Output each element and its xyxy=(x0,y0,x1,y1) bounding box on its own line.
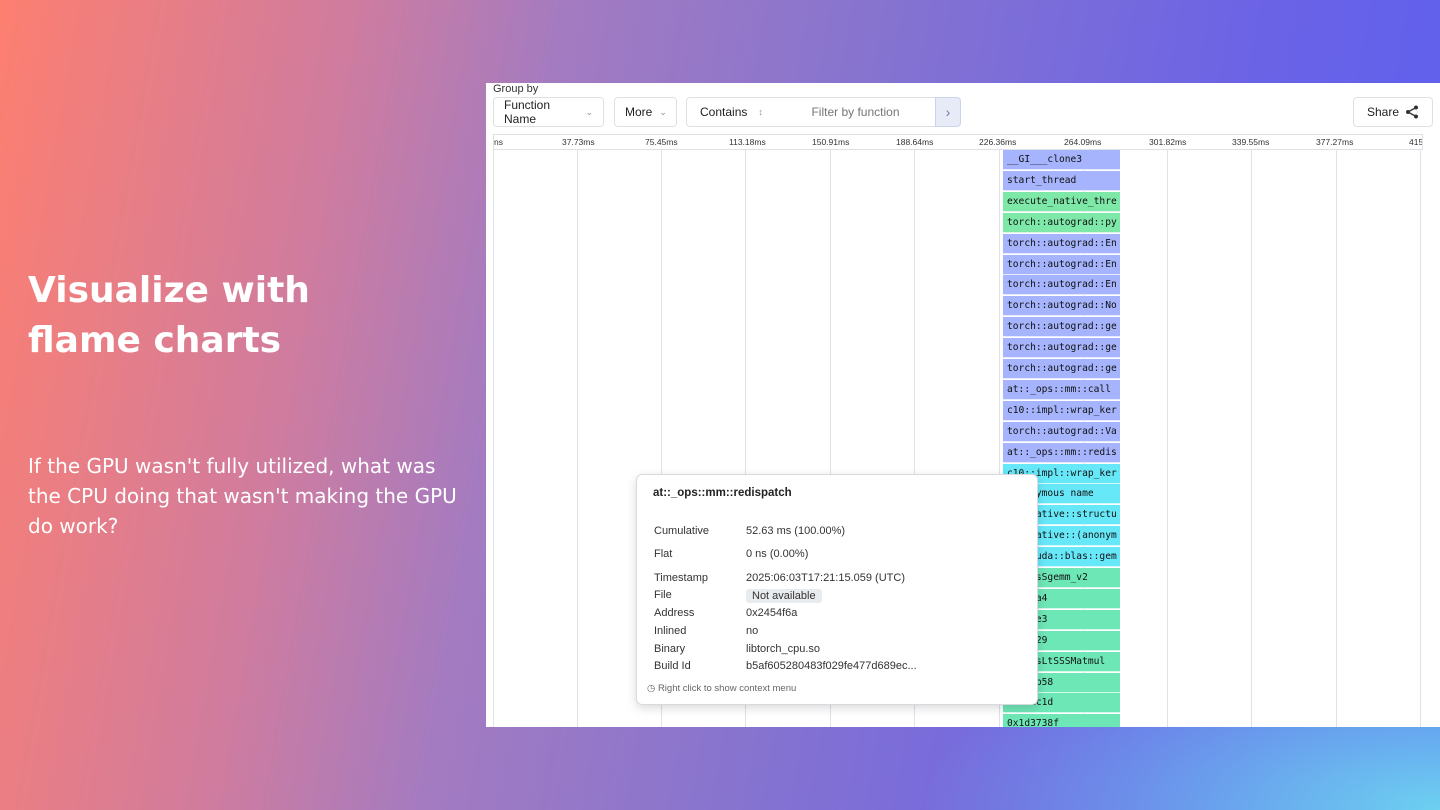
axis-tick-label: 150.91ms xyxy=(812,137,850,147)
more-label: More xyxy=(625,105,653,119)
tooltip-label: Binary xyxy=(654,643,686,655)
grid-line xyxy=(493,150,494,727)
grid-line xyxy=(1420,150,1421,727)
flame-frame[interactable]: at::_ops::mm::call xyxy=(1003,379,1120,400)
chevron-updown-icon: ↕ xyxy=(758,107,763,117)
grid-line xyxy=(1251,150,1252,727)
grid-line xyxy=(1167,150,1168,727)
flame-frame[interactable]: torch::autograd::ge xyxy=(1003,317,1120,338)
grid-line xyxy=(914,150,915,727)
chevron-right-icon: › xyxy=(945,104,951,120)
filter-submit-button[interactable]: › xyxy=(935,97,961,127)
mouse-icon: ◷ xyxy=(647,683,656,694)
share-label: Share xyxy=(1366,105,1400,119)
tooltip-value: libtorch_cpu.so xyxy=(746,643,820,655)
more-dropdown[interactable]: More ⌄ xyxy=(614,97,677,127)
grid-line xyxy=(830,150,831,727)
flame-frame[interactable]: __GI___clone3 xyxy=(1003,150,1120,170)
axis-tick-label: 264.09ms xyxy=(1064,137,1102,147)
tooltip-label: Inlined xyxy=(654,625,687,637)
tooltip-value: no xyxy=(746,625,759,637)
grid-line xyxy=(999,150,1000,727)
axis-tick-label: 188.64ms xyxy=(896,137,934,147)
chevron-down-icon: ⌄ xyxy=(659,106,667,117)
flame-frame[interactable]: torch::autograd::En xyxy=(1003,254,1120,275)
axis-tick-label: ns xyxy=(494,137,503,147)
tooltip-value: 2025:06:03T17:21:15.059 (UTC) xyxy=(746,572,905,584)
flame-frame[interactable]: c10::impl::wrap_ker xyxy=(1003,400,1120,421)
flame-frame[interactable]: execute_native_thre xyxy=(1003,191,1120,212)
tooltip-hint-text: Right click to show context menu xyxy=(657,683,797,694)
grid-line xyxy=(661,150,662,727)
tooltip-label: Address xyxy=(654,607,695,619)
hero-title: Visualize with flame charts xyxy=(28,266,448,366)
flame-frame[interactable]: torch::autograd::Va xyxy=(1003,421,1120,442)
grid-line xyxy=(577,150,578,727)
axis-tick-label: 415 xyxy=(1409,137,1423,147)
profiler-window: Group by Function Name ⌄ More ⌄ Contains… xyxy=(486,83,1440,727)
group-by-value: Function Name xyxy=(504,98,551,126)
hero-subtitle: If the GPU wasn't fully utilized, what w… xyxy=(28,454,457,538)
tooltip-value: 0x2454f6a xyxy=(746,607,798,619)
tooltip-label: Timestamp xyxy=(654,572,708,584)
tooltip-value: 52.63 ms (100.00%) xyxy=(746,525,846,537)
grid-line xyxy=(745,150,746,727)
axis-tick-label: 37.73ms xyxy=(562,137,595,147)
flame-frame[interactable]: start_thread xyxy=(1003,170,1120,191)
tooltip-hint: ◷ Right click to show context menu xyxy=(647,683,796,694)
group-by-label: Group by xyxy=(493,83,539,95)
axis-tick-label: 113.18ms xyxy=(729,137,766,147)
flame-frame[interactable]: 0x1d3738f xyxy=(1003,714,1120,727)
axis-tick-label: 301.82ms xyxy=(1149,137,1187,147)
hero-title-line-2: flame charts xyxy=(28,320,282,361)
grid-line xyxy=(1336,150,1337,727)
share-button[interactable]: Share xyxy=(1353,97,1433,127)
frame-tooltip: at::_ops::mm::redispatch Cumulative 52.6… xyxy=(636,474,1038,705)
tooltip-label: Cumulative xyxy=(654,525,710,537)
axis-tick-label: 75.45ms xyxy=(645,137,678,147)
share-icon xyxy=(1406,105,1419,119)
chevron-down-icon: ⌄ xyxy=(585,106,593,117)
filter-mode-value: Contains xyxy=(700,105,748,119)
flame-frame[interactable]: at::_ops::mm::redis xyxy=(1003,442,1120,463)
filter-mode-select[interactable]: Contains ↕ xyxy=(686,97,777,127)
flame-frame[interactable]: torch::autograd::ge xyxy=(1003,338,1120,359)
time-axis: ns 37.73ms 75.45ms 113.18ms 150.91ms 188… xyxy=(493,134,1423,150)
filter-by-function-input[interactable] xyxy=(776,97,936,127)
tooltip-label: File xyxy=(654,589,672,601)
tooltip-title: at::_ops::mm::redispatch xyxy=(653,487,792,499)
flame-frame[interactable]: torch::autograd::py xyxy=(1003,212,1120,233)
group-by-dropdown[interactable]: Function Name ⌄ xyxy=(493,97,604,127)
hero-title-line-1: Visualize with xyxy=(28,270,310,311)
flame-frame[interactable]: torch::autograd::ge xyxy=(1003,359,1120,379)
tooltip-value: 0 ns (0.00%) xyxy=(746,548,809,560)
flame-frame[interactable]: torch::autograd::En xyxy=(1003,275,1120,296)
tooltip-value: b5af605280483f029fe477d689ec... xyxy=(746,660,917,672)
tooltip-label: Flat xyxy=(654,548,673,560)
file-not-available-badge: Not available xyxy=(746,589,822,603)
flame-chart: __GI___clone3 start_thread execute_native_… xyxy=(1003,150,1120,727)
tooltip-label: Build Id xyxy=(654,660,691,672)
axis-tick-label: 339.55ms xyxy=(1232,137,1270,147)
axis-tick-label: 377.27ms xyxy=(1316,137,1354,147)
axis-tick-label: 226.36ms xyxy=(979,137,1017,147)
flame-frame[interactable]: torch::autograd::No xyxy=(1003,296,1120,317)
flame-frame[interactable]: torch::autograd::En xyxy=(1003,233,1120,254)
